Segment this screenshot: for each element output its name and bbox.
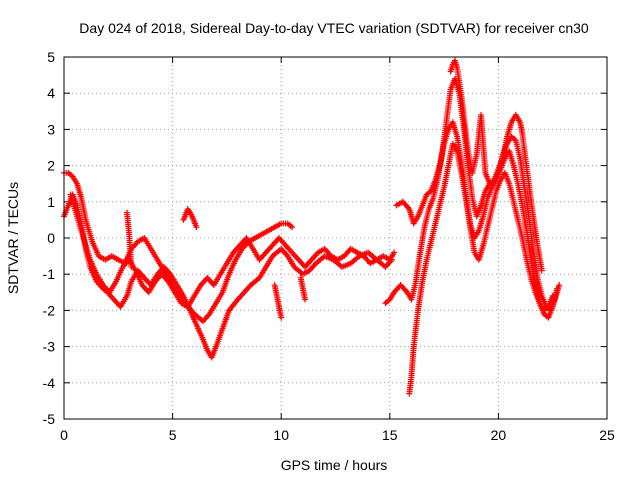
- series-track-g: [406, 140, 556, 397]
- x-tick-label: 20: [491, 427, 507, 443]
- y-tick-label: 2: [47, 158, 55, 174]
- y-tick-label: 5: [47, 49, 55, 65]
- data-point: [128, 263, 135, 270]
- y-axis-label: SDTVAR / TECUs: [5, 182, 21, 294]
- series-track-h: [447, 57, 545, 274]
- x-tick-label: 5: [169, 427, 177, 443]
- data-point: [193, 224, 200, 231]
- x-tick-label: 15: [382, 427, 398, 443]
- y-tick-label: 3: [47, 121, 55, 137]
- x-tick-label: 10: [273, 427, 289, 443]
- chart-title: Day 024 of 2018, Sidereal Day-to-day VTE…: [79, 20, 589, 36]
- data-point: [538, 267, 545, 274]
- data-point: [556, 282, 563, 289]
- data-point: [391, 249, 398, 256]
- y-tick-label: -1: [43, 266, 56, 282]
- y-tick-label: -4: [43, 375, 56, 391]
- data-point: [302, 296, 309, 303]
- x-tick-label: 25: [599, 427, 615, 443]
- data-point: [554, 285, 561, 292]
- data-points: [61, 57, 563, 397]
- y-tick-label: 1: [47, 194, 55, 210]
- plot-frame: [63, 56, 608, 420]
- y-tick-label: -2: [43, 302, 56, 318]
- series-track-d: [123, 206, 309, 321]
- data-point: [289, 224, 296, 231]
- y-tick-label: 4: [47, 85, 55, 101]
- y-tick-label: -3: [43, 339, 56, 355]
- series-track-c: [67, 191, 398, 310]
- y-tick-label: -5: [43, 411, 56, 427]
- y-tick-label: 0: [47, 230, 55, 246]
- data-point: [549, 292, 556, 299]
- data-point: [278, 314, 285, 321]
- x-tick-label: 0: [60, 427, 68, 443]
- x-axis-label: GPS time / hours: [281, 457, 388, 473]
